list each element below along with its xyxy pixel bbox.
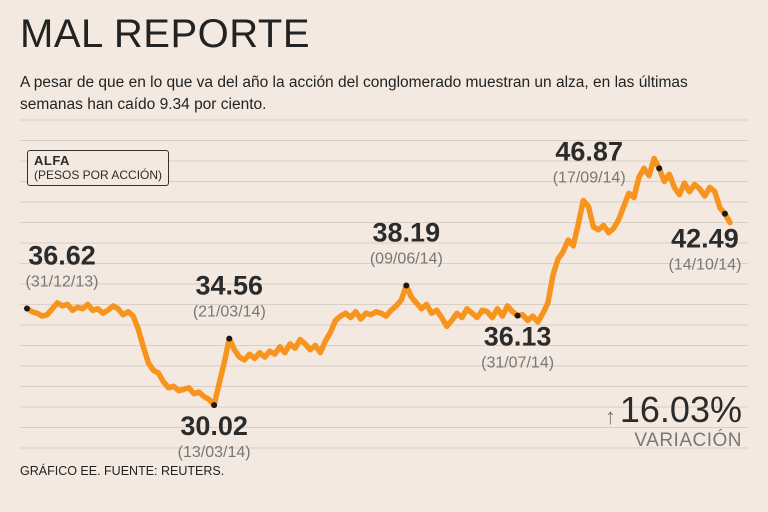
data-label-value: 36.62 (28, 241, 96, 271)
source-note: GRÁFICO EE. FUENTE: REUTERS. (20, 464, 225, 478)
data-point-marker (721, 210, 728, 217)
data-point-marker (226, 335, 233, 342)
data-point-marker (211, 402, 218, 409)
variation-block: ↑ 16.03% VARIACIÓN (605, 392, 742, 452)
data-label-date: (17/09/14) (553, 169, 626, 186)
data-point-marker (514, 312, 521, 319)
data-point-marker (656, 165, 663, 172)
data-label-value: 42.49 (671, 224, 739, 254)
annotations-group: 36.62 (31/12/13) 30.02 (13/03/14) 34.56 (21/0… (24, 136, 741, 461)
legend-box: ALFA (PESOS POR ACCIÓN) (27, 150, 170, 186)
data-label-date: (31/12/13) (26, 274, 99, 291)
legend-series-name: ALFA (34, 153, 70, 168)
data-label-value: 38.19 (373, 218, 441, 248)
data-label-date: (13/03/14) (178, 444, 251, 461)
data-label-value: 34.56 (196, 271, 264, 301)
series-line-alfa (24, 155, 733, 408)
data-label-date: (31/07/14) (481, 355, 554, 372)
page-title: MAL REPORTE (20, 12, 311, 56)
variation-label: VARIACIÓN (634, 430, 742, 451)
series-group (24, 155, 733, 408)
chart-subtitle: A pesar de que en lo que va del año la a… (20, 74, 688, 113)
data-label-value: 30.02 (180, 411, 248, 441)
data-point-marker (403, 282, 410, 289)
data-point-marker (24, 305, 30, 312)
data-label-value: 36.13 (484, 322, 552, 352)
up-arrow-icon: ↑ (604, 404, 616, 429)
data-label-date: (21/03/14) (193, 304, 266, 321)
data-label-date: (14/10/14) (668, 257, 741, 274)
data-label-date: (09/06/14) (370, 251, 443, 268)
legend-unit: (PESOS POR ACCIÓN) (34, 168, 163, 182)
variation-value: 16.03% (619, 389, 742, 430)
data-label-value: 46.87 (555, 136, 623, 166)
